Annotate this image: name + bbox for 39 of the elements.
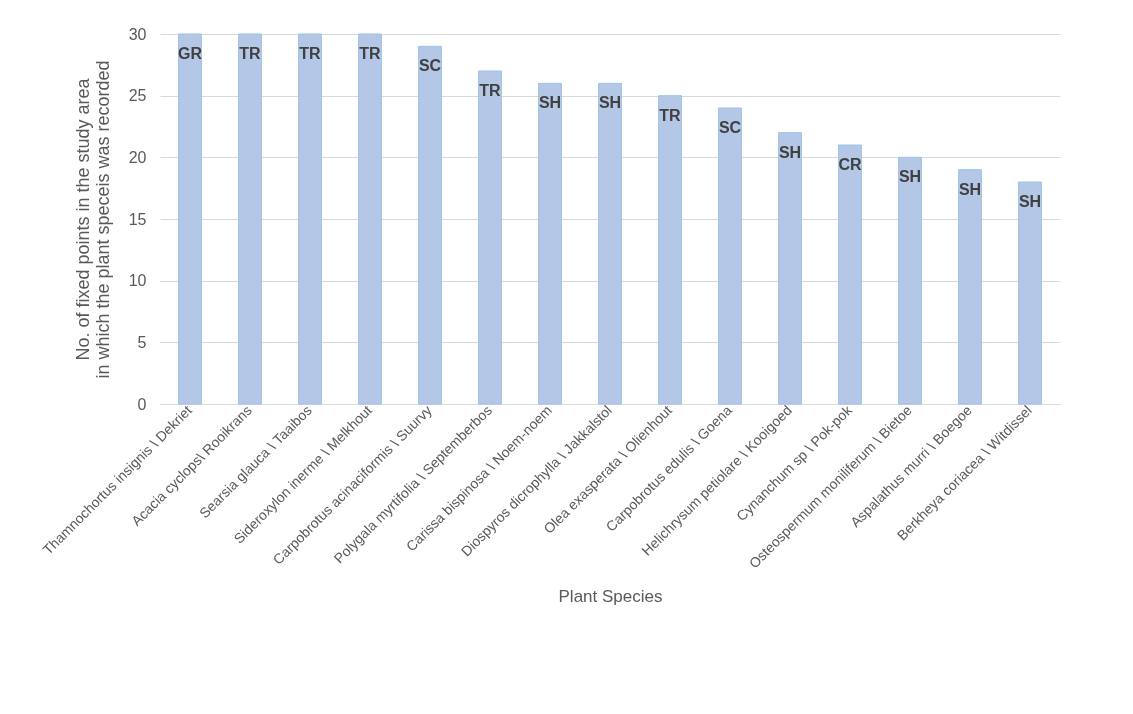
data-label: SH — [538, 94, 562, 112]
y-tick-label: 10 — [128, 272, 147, 290]
data-label: TR — [659, 106, 682, 124]
bar — [478, 70, 502, 405]
data-label: SH — [958, 180, 982, 198]
bar — [898, 156, 922, 405]
data-label: TR — [299, 45, 322, 62]
bar — [778, 132, 802, 405]
bar — [958, 169, 982, 405]
bar — [238, 33, 262, 405]
data-label: SH — [1018, 193, 1042, 210]
y-tick-label: 0 — [137, 395, 147, 413]
bar — [1018, 181, 1042, 405]
y-tick-label: 20 — [128, 148, 147, 166]
bar — [838, 144, 862, 405]
data-label: SH — [598, 94, 622, 112]
x-axis-title: Plant Species — [558, 587, 663, 607]
y-tick-label: 30 — [128, 25, 147, 43]
y-tick-label: 5 — [137, 333, 147, 351]
data-label: TR — [239, 45, 262, 62]
bar — [598, 82, 622, 405]
bar — [358, 33, 382, 405]
y-tick-label: 25 — [128, 87, 147, 105]
bar — [178, 33, 202, 405]
data-label: TR — [479, 82, 502, 99]
y-tick-label: 15 — [128, 210, 147, 228]
bar — [298, 33, 322, 405]
bar — [718, 107, 742, 405]
bar — [658, 95, 682, 405]
data-label: TR — [359, 45, 382, 62]
data-label: SH — [778, 143, 802, 161]
data-label: SC — [418, 57, 442, 75]
bar — [538, 82, 562, 405]
data-label: CR — [838, 156, 862, 173]
bar — [418, 45, 442, 405]
data-label: GR — [178, 45, 203, 62]
data-label: SC — [718, 119, 742, 136]
y-axis-title: No. of fixed points in the study area in which the plant speceis was recorded — [72, 60, 113, 379]
data-label: SH — [898, 168, 922, 186]
